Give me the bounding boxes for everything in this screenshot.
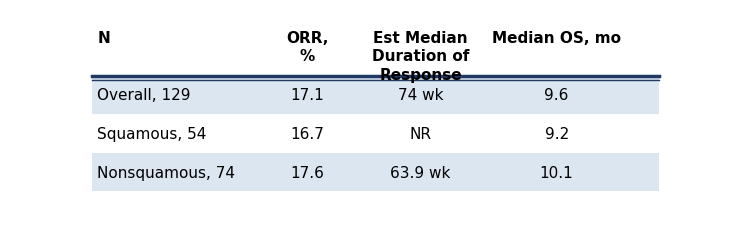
- Bar: [92, 27, 659, 76]
- Text: 9.6: 9.6: [545, 88, 569, 103]
- Text: 17.6: 17.6: [290, 165, 324, 180]
- Bar: [92, 115, 659, 153]
- Bar: [92, 76, 659, 115]
- Text: 17.1: 17.1: [290, 88, 324, 103]
- Text: 9.2: 9.2: [545, 126, 569, 141]
- Text: Squamous, 54: Squamous, 54: [97, 126, 206, 141]
- Text: Median OS, mo: Median OS, mo: [492, 31, 621, 46]
- Text: Nonsquamous, 74: Nonsquamous, 74: [97, 165, 235, 180]
- Text: 74 wk: 74 wk: [397, 88, 444, 103]
- Text: N: N: [97, 31, 110, 46]
- Text: Est Median
Duration of
Response: Est Median Duration of Response: [372, 31, 469, 83]
- Bar: [92, 153, 659, 192]
- Text: 16.7: 16.7: [290, 126, 324, 141]
- Text: 63.9 wk: 63.9 wk: [390, 165, 451, 180]
- Text: NR: NR: [409, 126, 432, 141]
- Text: 10.1: 10.1: [539, 165, 574, 180]
- Text: ORR,
%: ORR, %: [286, 31, 328, 64]
- Text: Overall, 129: Overall, 129: [97, 88, 190, 103]
